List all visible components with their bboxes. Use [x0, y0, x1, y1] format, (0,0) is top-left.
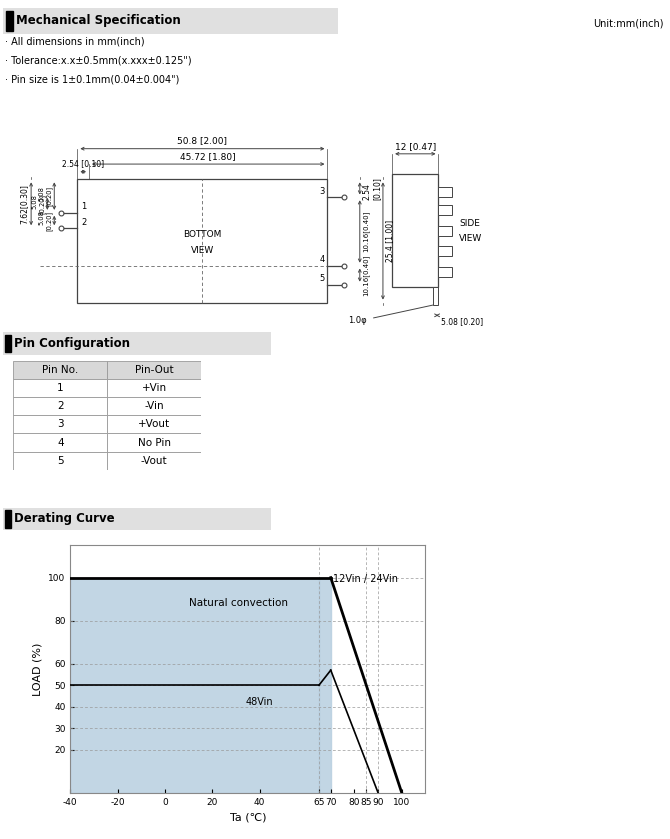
Text: BOTTOM: BOTTOM	[183, 231, 222, 239]
Bar	[5, 510, 11, 528]
Text: Derating Curve: Derating Curve	[13, 512, 114, 525]
Bar	[438, 226, 452, 236]
Bar	[13, 451, 107, 470]
Bar	[5, 335, 11, 352]
Text: 50.8 [2.00]: 50.8 [2.00]	[178, 137, 227, 146]
Text: 2: 2	[81, 217, 86, 227]
Text: 10.16[0.40]: 10.16[0.40]	[362, 254, 369, 296]
Text: 5.08
[0.20]: 5.08 [0.20]	[38, 186, 52, 206]
Text: Pin No.: Pin No.	[42, 365, 78, 375]
Text: · Tolerance:x.x±0.5mm(x.xxx±0.125"): · Tolerance:x.x±0.5mm(x.xxx±0.125")	[5, 55, 192, 65]
Bar	[78, 180, 328, 303]
Text: Natural convection: Natural convection	[189, 598, 287, 608]
Bar	[13, 415, 107, 434]
Bar	[107, 379, 201, 397]
Text: 5: 5	[320, 274, 325, 283]
Bar	[107, 397, 201, 415]
Text: 10.16[0.40]: 10.16[0.40]	[362, 211, 369, 253]
Text: · All dimensions in mm(inch): · All dimensions in mm(inch)	[5, 36, 145, 46]
Text: 3: 3	[57, 420, 64, 430]
Text: 2.54 [0.10]: 2.54 [0.10]	[62, 159, 105, 168]
Text: 12 [0.47]: 12 [0.47]	[395, 142, 436, 151]
Text: 1: 1	[81, 202, 86, 211]
Text: Unit:mm(inch): Unit:mm(inch)	[593, 18, 663, 28]
Bar	[438, 267, 452, 277]
Text: 4: 4	[320, 255, 325, 264]
Bar	[13, 397, 107, 415]
Text: 7.62[0.30]: 7.62[0.30]	[20, 184, 29, 224]
Text: 45.72 [1.80]: 45.72 [1.80]	[180, 152, 236, 161]
Text: 2: 2	[57, 401, 64, 411]
Bar	[13, 434, 107, 451]
Bar	[438, 187, 452, 197]
Text: 3: 3	[320, 187, 325, 195]
Bar	[433, 287, 438, 305]
Text: 1: 1	[57, 383, 64, 393]
Bar	[13, 361, 107, 379]
Text: VIEW: VIEW	[460, 234, 482, 243]
Bar	[5, 12, 13, 30]
Text: VIEW: VIEW	[191, 247, 214, 255]
Text: -Vout: -Vout	[141, 456, 168, 466]
Y-axis label: LOAD (%): LOAD (%)	[33, 643, 43, 696]
Text: Pin Configuration: Pin Configuration	[13, 336, 129, 350]
Text: Pin-Out: Pin-Out	[135, 365, 174, 375]
Text: 48Vin: 48Vin	[246, 697, 273, 707]
Text: 1.0φ: 1.0φ	[348, 316, 366, 325]
Text: 5.08
[0.20]: 5.08 [0.20]	[38, 211, 52, 231]
Bar	[13, 379, 107, 397]
Text: 12Vin / 24Vin: 12Vin / 24Vin	[333, 574, 398, 584]
Text: -Vin: -Vin	[144, 401, 164, 411]
Bar	[392, 175, 438, 287]
Text: No Pin: No Pin	[137, 438, 171, 447]
Bar	[438, 246, 452, 257]
Text: 5.08
[0.20]: 5.08 [0.20]	[31, 194, 45, 214]
Bar	[107, 451, 201, 470]
Text: SIDE: SIDE	[460, 218, 480, 227]
Text: +Vin: +Vin	[141, 383, 167, 393]
Text: 4: 4	[57, 438, 64, 447]
Text: · Pin size is 1±0.1mm(0.04±0.004"): · Pin size is 1±0.1mm(0.04±0.004")	[5, 75, 180, 85]
Text: 25.4 [1.00]: 25.4 [1.00]	[385, 220, 394, 262]
Text: Mechanical Specification: Mechanical Specification	[16, 14, 181, 27]
Bar	[107, 361, 201, 379]
Bar	[438, 205, 452, 216]
Text: 2.54
[0.10]: 2.54 [0.10]	[362, 177, 381, 200]
Text: +Vout: +Vout	[138, 420, 170, 430]
X-axis label: Ta (℃): Ta (℃)	[230, 812, 266, 822]
Text: 5.08 [0.20]: 5.08 [0.20]	[441, 317, 483, 326]
Text: 5: 5	[57, 456, 64, 466]
Bar	[107, 415, 201, 434]
Bar	[107, 434, 201, 451]
